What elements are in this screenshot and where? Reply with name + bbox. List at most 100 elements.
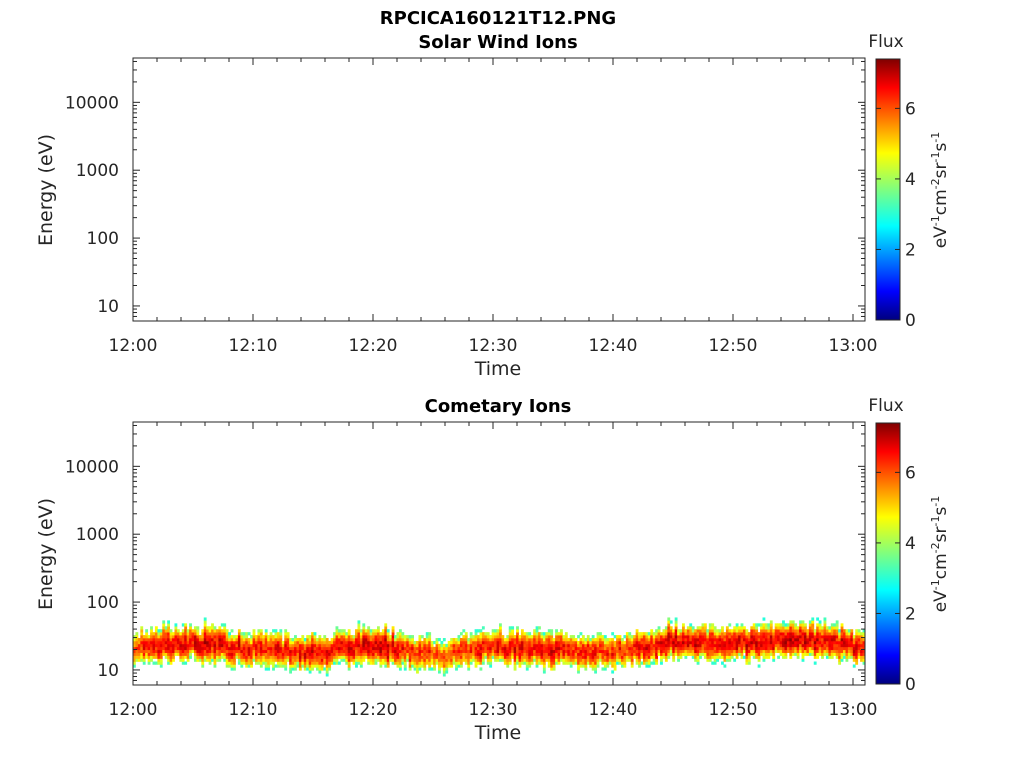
spectrogram-cell xyxy=(396,646,400,651)
spectrogram-cell xyxy=(791,652,795,656)
spectrogram-cell xyxy=(179,649,183,653)
spectrogram-cell xyxy=(318,658,322,662)
spectrogram-cell xyxy=(655,629,658,633)
spectrogram-cell xyxy=(191,649,195,653)
spectrogram-cell xyxy=(804,649,807,653)
spectrogram-cell xyxy=(806,635,810,639)
spectrogram-cell xyxy=(772,629,776,633)
spectrogram-cell xyxy=(501,646,505,651)
spectrogram-cell xyxy=(794,635,798,639)
spectrogram-cell xyxy=(518,652,522,656)
spectrogram-cell xyxy=(716,649,719,653)
spectrogram-cell xyxy=(789,652,793,656)
spectrogram-cell xyxy=(381,629,385,633)
spectrogram-cell xyxy=(572,638,576,642)
spectrogram-cell xyxy=(237,640,241,645)
spectrogram-cell xyxy=(269,643,273,648)
spectrogram-cell xyxy=(662,635,666,639)
spectrogram-cell xyxy=(501,638,505,642)
spectrogram-cell xyxy=(733,632,737,636)
spectrogram-cell xyxy=(823,635,827,639)
spectrogram-cell xyxy=(542,643,546,648)
spectrogram-cell xyxy=(318,667,322,671)
spectrogram-cell xyxy=(596,638,600,642)
spectrogram-cell xyxy=(486,638,490,642)
spectrogram-cell xyxy=(645,652,649,656)
spectrogram-cell xyxy=(525,658,529,662)
spectrogram-cell xyxy=(862,643,865,648)
spectrogram-cell xyxy=(689,629,693,633)
spectrogram-cell xyxy=(769,640,773,645)
spectrogram-cell xyxy=(786,640,790,645)
spectrogram-cell xyxy=(840,655,844,659)
spectrogram-cell xyxy=(320,661,324,665)
spectrogram-cell xyxy=(325,655,329,659)
x-tick-label: 13:00 xyxy=(829,700,878,720)
spectrogram-cell xyxy=(208,626,212,630)
spectrogram-cell xyxy=(140,652,144,656)
spectrogram-cell xyxy=(430,649,434,653)
spectrogram-cell xyxy=(723,658,727,662)
spectrogram-cell xyxy=(555,635,558,639)
spectrogram-cell xyxy=(784,643,788,648)
spectrogram-cell xyxy=(486,661,490,665)
spectrogram-cell xyxy=(157,646,161,651)
spectrogram-cell xyxy=(179,640,183,645)
spectrogram-cell xyxy=(506,646,510,651)
spectrogram-cell xyxy=(252,635,256,639)
spectrogram-cell xyxy=(796,649,800,653)
spectrogram-cell xyxy=(591,658,595,662)
spectrogram-cell xyxy=(286,655,290,659)
spectrogram-cell xyxy=(413,649,417,653)
spectrogram-cell xyxy=(791,646,795,651)
spectrogram-cell xyxy=(542,638,546,642)
spectrogram-cell xyxy=(455,649,458,653)
spectrogram-cell xyxy=(528,652,532,656)
spectrogram-cell xyxy=(594,661,597,665)
spectrogram-cell xyxy=(318,661,322,665)
spectrogram-cell xyxy=(689,640,693,645)
spectrogram-cell xyxy=(294,635,297,639)
spectrogram-cell xyxy=(779,652,783,656)
x-tick-label: 12:20 xyxy=(349,336,398,356)
spectrogram-cell xyxy=(533,652,536,656)
spectrogram-cell xyxy=(494,643,497,648)
spectrogram-cell xyxy=(228,640,231,645)
spectrogram-cell xyxy=(276,652,280,656)
spectrogram-cell xyxy=(291,652,295,656)
spectrogram-cell xyxy=(215,652,219,656)
spectrogram-cell xyxy=(316,646,319,651)
spectrogram-cell xyxy=(430,655,434,659)
spectrogram-cell xyxy=(311,649,314,653)
spectrogram-cell xyxy=(630,661,634,665)
spectrogram-cell xyxy=(455,667,458,671)
spectrogram-cell xyxy=(274,646,278,651)
spectrogram-cell xyxy=(691,646,695,651)
spectrogram-cell xyxy=(689,649,693,653)
spectrogram-cell xyxy=(259,638,263,642)
spectrogram-cell xyxy=(535,664,539,668)
spectrogram-cell xyxy=(782,635,785,639)
spectrogram-cell xyxy=(462,638,466,642)
spectrogram-cell xyxy=(762,643,766,648)
spectrogram-cell xyxy=(686,649,690,653)
spectrogram-cell xyxy=(538,655,541,659)
spectrogram-cell xyxy=(508,658,512,662)
spectrogram-cell xyxy=(852,646,856,651)
spectrogram-cell xyxy=(718,646,722,651)
spectrogram-cell xyxy=(362,643,366,648)
spectrogram-cell xyxy=(808,649,812,653)
x-tick-label: 12:00 xyxy=(109,700,158,720)
spectrogram-cell xyxy=(760,623,763,627)
spectrogram-cell xyxy=(669,643,673,648)
spectrogram-cell xyxy=(584,664,588,668)
spectrogram-cell xyxy=(142,643,146,648)
spectrogram-cell xyxy=(603,640,607,645)
spectrogram-cell xyxy=(233,640,236,645)
spectrogram-cell xyxy=(145,649,149,653)
spectrogram-cell xyxy=(616,661,619,665)
spectrogram-cell xyxy=(591,661,595,665)
spectrogram-cell xyxy=(691,643,695,648)
spectrogram-cell xyxy=(721,626,724,630)
spectrogram-cell xyxy=(386,652,390,656)
